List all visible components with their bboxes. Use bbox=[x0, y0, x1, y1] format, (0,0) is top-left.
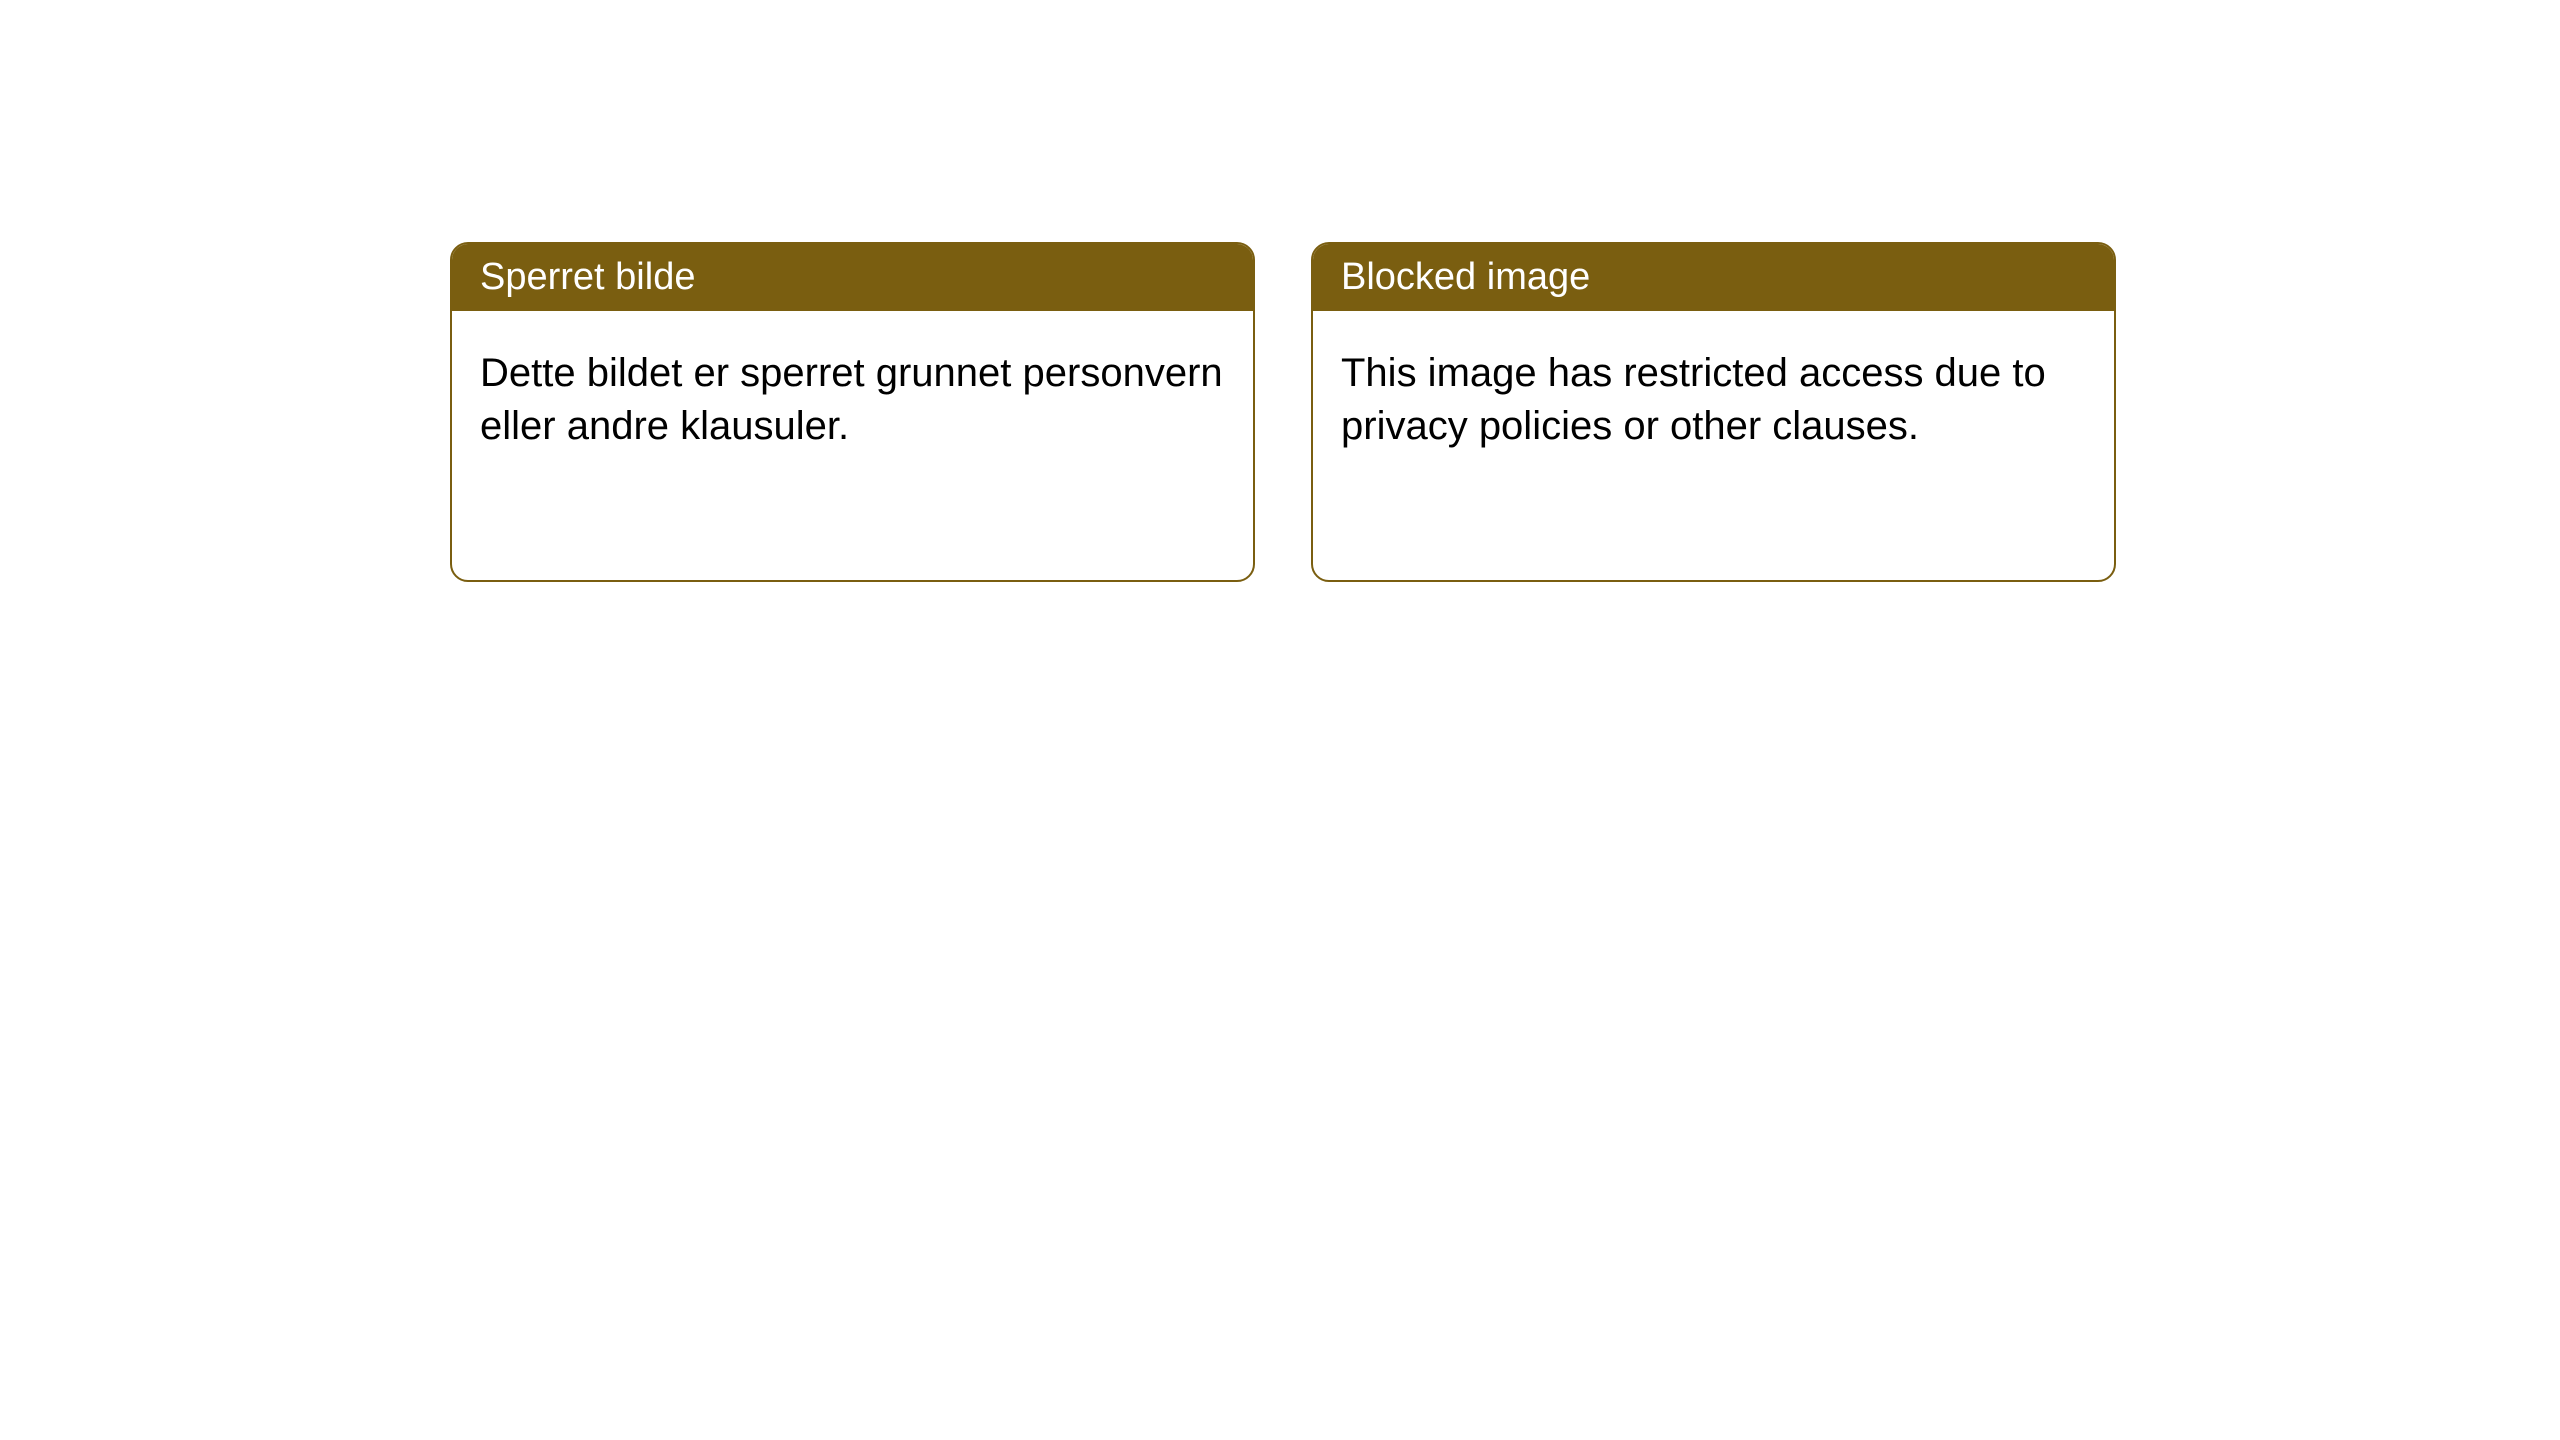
card-header: Blocked image bbox=[1313, 244, 2114, 311]
card-body-text: Dette bildet er sperret grunnet personve… bbox=[480, 351, 1223, 448]
card-header: Sperret bilde bbox=[452, 244, 1253, 311]
card-body: This image has restricted access due to … bbox=[1313, 311, 2114, 489]
card-title: Blocked image bbox=[1341, 256, 1590, 298]
card-body: Dette bildet er sperret grunnet personve… bbox=[452, 311, 1253, 489]
card-body-text: This image has restricted access due to … bbox=[1341, 351, 2046, 448]
card-title: Sperret bilde bbox=[480, 256, 695, 298]
notice-card-english: Blocked image This image has restricted … bbox=[1311, 242, 2116, 582]
notice-card-norwegian: Sperret bilde Dette bildet er sperret gr… bbox=[450, 242, 1255, 582]
notice-cards-container: Sperret bilde Dette bildet er sperret gr… bbox=[450, 242, 2116, 582]
